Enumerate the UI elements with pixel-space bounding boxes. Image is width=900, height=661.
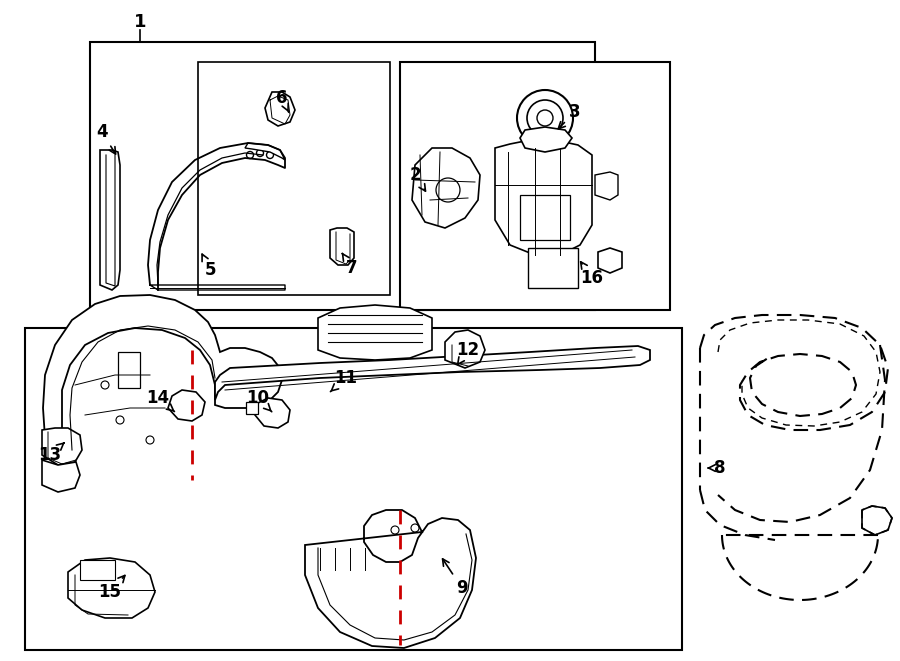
Polygon shape xyxy=(168,390,205,421)
Bar xyxy=(400,62,670,310)
Polygon shape xyxy=(598,248,622,273)
Text: 4: 4 xyxy=(96,123,115,154)
Polygon shape xyxy=(42,428,82,465)
Polygon shape xyxy=(330,228,354,265)
Text: 10: 10 xyxy=(247,389,272,412)
Polygon shape xyxy=(318,305,432,360)
Text: 5: 5 xyxy=(202,254,216,279)
Text: 3: 3 xyxy=(558,103,580,129)
Text: 14: 14 xyxy=(147,389,175,412)
Text: 13: 13 xyxy=(39,443,64,464)
Text: 7: 7 xyxy=(342,254,358,277)
Text: 11: 11 xyxy=(330,369,357,391)
Polygon shape xyxy=(305,510,476,648)
Polygon shape xyxy=(100,150,120,290)
Text: 16: 16 xyxy=(580,262,604,287)
Polygon shape xyxy=(43,295,282,455)
Polygon shape xyxy=(265,92,295,126)
Bar xyxy=(528,248,578,288)
Bar xyxy=(118,352,140,388)
Text: 12: 12 xyxy=(456,341,480,364)
Text: 6: 6 xyxy=(276,89,289,112)
Polygon shape xyxy=(412,148,480,228)
Text: 2: 2 xyxy=(410,166,426,191)
Bar xyxy=(520,195,570,240)
Text: 15: 15 xyxy=(98,576,125,601)
Polygon shape xyxy=(68,558,155,618)
Bar xyxy=(90,42,595,310)
Bar xyxy=(198,62,390,295)
Text: 1: 1 xyxy=(134,13,146,31)
Text: 9: 9 xyxy=(443,559,468,597)
Polygon shape xyxy=(445,330,485,368)
Bar xyxy=(80,560,115,580)
Polygon shape xyxy=(520,127,572,152)
Polygon shape xyxy=(495,140,592,255)
Polygon shape xyxy=(245,143,285,160)
Text: 8: 8 xyxy=(708,459,725,477)
Polygon shape xyxy=(255,398,290,428)
Bar xyxy=(25,328,682,650)
Polygon shape xyxy=(595,172,618,200)
Polygon shape xyxy=(215,346,650,400)
Bar xyxy=(246,402,258,414)
Polygon shape xyxy=(42,460,80,492)
